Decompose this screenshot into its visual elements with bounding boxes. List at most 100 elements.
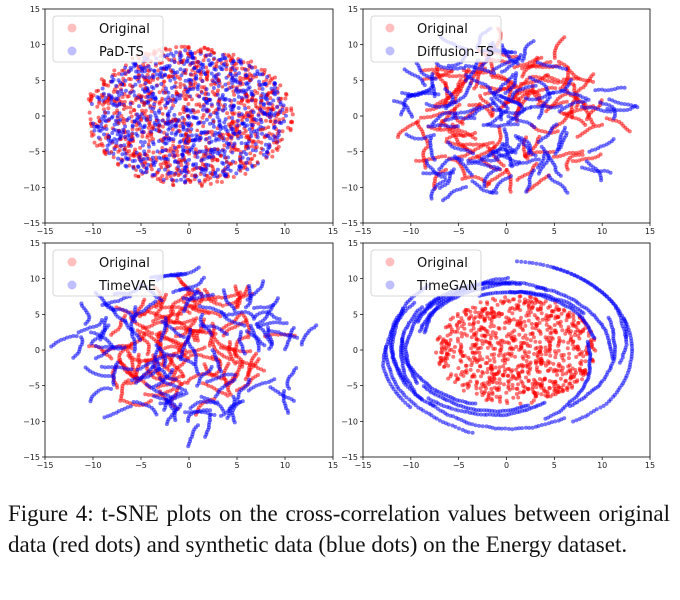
point-diffusion-ts [464,185,469,189]
point-original [225,355,230,360]
point-pad-ts [243,141,248,146]
point-pad-ts [135,112,140,117]
point-pad-ts [198,66,203,71]
point-original [562,35,567,40]
point-original [490,140,495,145]
y-tick-label: −15 [341,219,358,228]
point-original [112,111,117,116]
y-tick-label: −10 [341,183,358,192]
point-diffusion-ts [533,157,538,162]
point-pad-ts [253,142,258,147]
point-original [262,106,267,111]
point-original [552,77,557,82]
point-original [536,56,541,61]
point-pad-ts [97,95,101,100]
x-tick-label: 0 [504,227,509,236]
point-diffusion-ts [533,83,538,88]
point-pad-ts [226,167,230,171]
point-original [213,331,218,336]
point-original [92,140,97,145]
point-original [428,107,433,112]
point-pad-ts [239,141,244,146]
point-original [198,104,203,109]
point-original [570,159,575,163]
point-pad-ts [169,131,174,136]
point-timevae [205,396,210,401]
point-diffusion-ts [612,87,617,92]
point-pad-ts [152,102,157,107]
point-original [140,134,145,139]
point-timevae [91,324,96,329]
point-original [97,119,102,124]
point-pad-ts [208,112,213,117]
point-timevae [197,295,202,300]
point-diffusion-ts [422,136,427,141]
point-original [479,152,484,157]
point-original [425,115,430,120]
point-original [565,167,570,172]
point-diffusion-ts [429,196,434,201]
point-diffusion-ts [463,78,468,83]
point-pad-ts [186,56,190,61]
point-pad-ts [245,167,250,172]
point-diffusion-ts [469,159,474,164]
point-pad-ts [219,67,224,71]
point-pad-ts [143,170,148,175]
point-diffusion-ts [557,65,562,70]
point-original [450,74,455,79]
point-diffusion-ts [533,153,538,158]
point-original [163,346,168,351]
point-pad-ts [171,150,176,155]
point-diffusion-ts [430,104,435,109]
point-pad-ts [137,79,141,84]
point-original [534,150,539,155]
y-tick-label: −5 [346,148,358,157]
point-pad-ts [179,73,184,78]
point-original [122,103,127,108]
point-pad-ts [99,124,104,129]
point-original [500,59,505,64]
point-pad-ts [146,89,151,94]
point-pad-ts [172,159,177,164]
point-original [137,152,142,156]
point-pad-ts [223,88,228,92]
point-original [226,361,231,366]
point-pad-ts [141,115,146,120]
point-pad-ts [198,136,203,140]
point-original [290,112,295,117]
point-pad-ts [115,137,120,142]
point-original [146,392,151,397]
point-pad-ts [201,120,206,125]
point-original [243,171,248,176]
point-original [181,90,186,95]
point-diffusion-ts [513,150,518,155]
point-diffusion-ts [482,162,487,167]
point-original [166,305,171,310]
point-pad-ts [157,139,161,144]
point-original [580,157,585,162]
point-diffusion-ts [554,64,559,69]
point-original [169,312,174,317]
point-pad-ts [255,135,260,140]
point-diffusion-ts [607,103,612,108]
point-original [163,159,168,164]
point-original [160,146,165,150]
point-diffusion-ts [503,48,508,53]
point-diffusion-ts [462,116,467,121]
point-original [198,329,203,334]
x-tick-label: 0 [186,227,191,236]
point-diffusion-ts [611,108,616,113]
point-diffusion-ts [553,151,558,156]
point-pad-ts [186,77,191,82]
point-pad-ts [153,160,158,165]
point-original [280,137,284,142]
point-pad-ts [191,114,196,119]
point-original [178,111,182,116]
point-pad-ts [143,81,148,86]
point-original [165,389,170,394]
point-original [564,99,569,104]
point-pad-ts [236,131,241,136]
point-pad-ts [142,152,147,157]
point-pad-ts [115,114,120,119]
point-diffusion-ts [404,132,409,137]
